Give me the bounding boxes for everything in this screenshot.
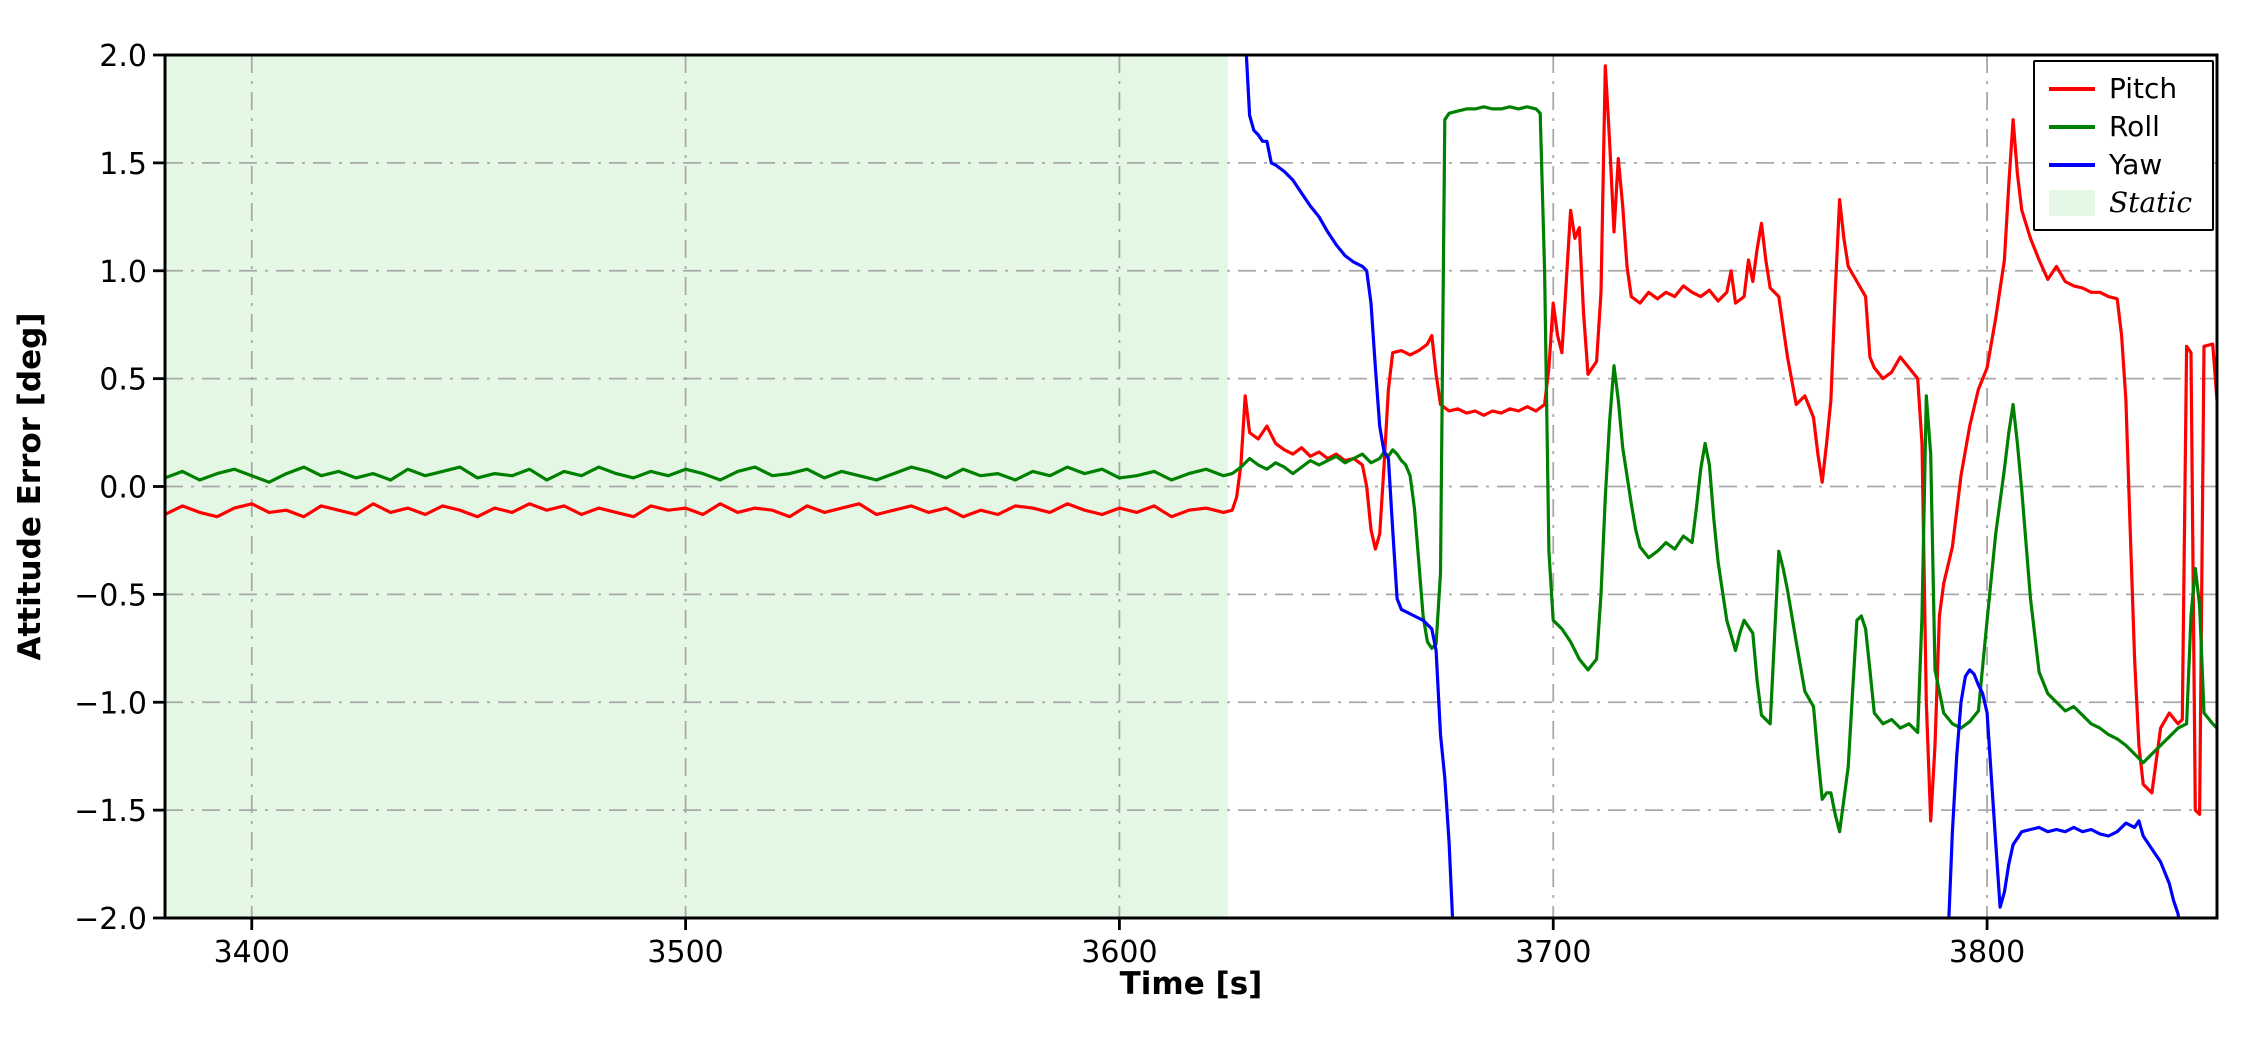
x-tick-label: 3400 — [214, 935, 290, 970]
y-tick-label: −1.5 — [74, 794, 147, 829]
roll-legend-label: Roll — [2108, 109, 2160, 143]
legend-item-static: Static — [2048, 185, 2192, 219]
roll-line — [165, 105, 2217, 834]
pitch-line — [165, 64, 2217, 823]
yaw-line — [1947, 668, 2181, 918]
static-region-swatch — [2048, 189, 2095, 216]
y-tick-label: 0.5 — [99, 363, 147, 398]
x-tick-label: 3600 — [1081, 935, 1157, 970]
legend-item-roll: Roll — [2048, 109, 2192, 143]
y-tick-label: −1.0 — [74, 686, 147, 721]
roll-line-swatch — [2048, 124, 2095, 129]
legend: Pitch Roll Yaw Static — [2032, 60, 2214, 231]
legend-item-yaw: Yaw — [2048, 147, 2192, 181]
y-tick-label: 1.0 — [99, 255, 147, 290]
yaw-line — [1244, 55, 1455, 918]
pitch-line-swatch — [2048, 86, 2095, 91]
yaw-line-swatch — [2048, 162, 2095, 167]
x-tick-label: 3700 — [1515, 935, 1591, 970]
y-axis-label: Attitude Error [deg] — [12, 312, 48, 661]
legend-item-pitch: Pitch — [2048, 71, 2192, 105]
x-tick-label: 3500 — [647, 935, 723, 970]
static-legend-label: Static — [2108, 185, 2192, 219]
x-tick-label: 3800 — [1949, 935, 2025, 970]
y-tick-label: −2.0 — [74, 902, 147, 937]
y-tick-label: −0.5 — [74, 578, 147, 613]
x-axis-label: Time [s] — [1119, 966, 1263, 1002]
pitch-legend-label: Pitch — [2108, 71, 2178, 105]
y-tick-label: 0.0 — [99, 471, 147, 506]
y-tick-label: 2.0 — [99, 39, 147, 74]
y-tick-label: 1.5 — [99, 147, 147, 182]
series-group — [165, 55, 2217, 918]
yaw-legend-label: Yaw — [2108, 147, 2163, 181]
